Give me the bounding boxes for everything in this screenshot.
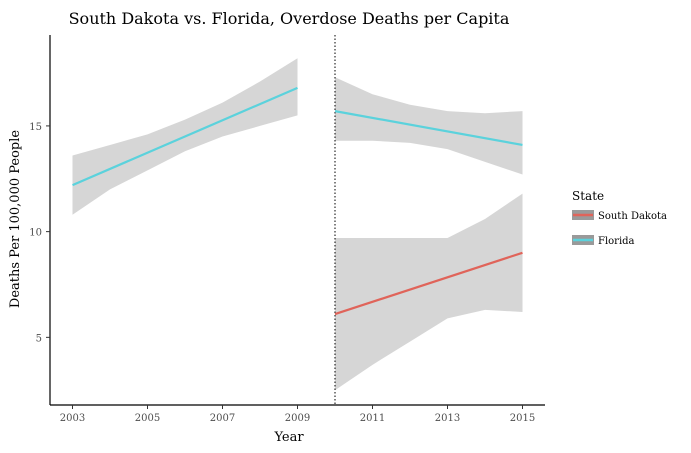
legend: State South Dakota Florida (572, 189, 667, 247)
y-tick-label: 15 (29, 122, 42, 133)
x-axis-label: Year (273, 430, 304, 445)
x-tick-label: 2005 (135, 413, 160, 424)
x-tick-label: 2013 (435, 413, 460, 424)
x-tick-label: 2011 (360, 413, 385, 424)
x-tick-label: 2009 (285, 413, 310, 424)
y-axis-label: Deaths Per 100,000 People (8, 130, 23, 309)
florida-ci-band-1 (335, 77, 523, 174)
y-tick-label: 10 (29, 228, 42, 239)
south-dakota-ci-band-0 (335, 194, 523, 391)
confidence-bands (73, 58, 523, 390)
chart-title: South Dakota vs. Florida, Overdose Death… (69, 9, 510, 28)
x-tick-label: 2003 (60, 413, 85, 424)
legend-label-florida: Florida (598, 236, 635, 247)
legend-title: State (572, 189, 604, 203)
legend-label-south-dakota: South Dakota (598, 211, 667, 222)
y-tick-label: 5 (36, 333, 42, 344)
x-tick-label: 2007 (210, 413, 235, 424)
florida-trend-line-0 (73, 88, 298, 185)
x-tick-label: 2015 (510, 413, 535, 424)
